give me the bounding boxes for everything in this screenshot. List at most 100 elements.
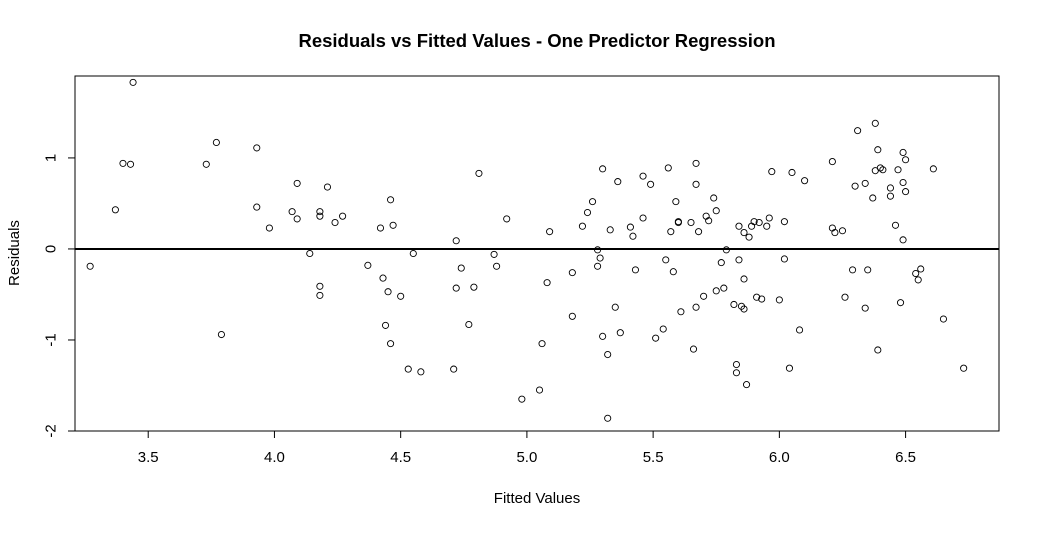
x-tick-label: 4.5	[390, 449, 411, 466]
data-point	[732, 369, 740, 377]
x-tick-label: 5.5	[643, 449, 664, 466]
data-point	[614, 178, 622, 186]
data-point	[677, 308, 685, 316]
x-tick-label: 3.5	[138, 449, 159, 466]
data-point	[712, 287, 720, 295]
data-point	[851, 182, 859, 190]
data-point	[568, 269, 576, 277]
data-point	[535, 386, 544, 394]
data-point	[879, 166, 887, 174]
data-point	[742, 381, 751, 389]
data-point	[755, 219, 763, 227]
data-point	[894, 166, 902, 174]
y-tick-label: 0	[43, 245, 60, 253]
data-point	[604, 350, 612, 359]
data-point	[740, 229, 748, 237]
data-point	[316, 282, 324, 290]
data-point	[780, 218, 788, 226]
data-point	[692, 303, 700, 311]
data-point	[841, 293, 849, 301]
y-axis-label: Residuals	[6, 220, 23, 286]
data-point	[765, 214, 773, 222]
data-point	[594, 246, 602, 254]
data-point	[364, 261, 372, 269]
data-point	[712, 207, 720, 215]
data-point	[631, 266, 640, 274]
data-point	[861, 304, 869, 312]
data-point	[404, 365, 412, 373]
data-point	[546, 228, 554, 236]
data-point	[606, 226, 614, 234]
data-point	[293, 215, 301, 223]
data-point	[831, 229, 839, 237]
data-point	[917, 265, 925, 273]
data-point	[578, 222, 586, 230]
data-point	[465, 320, 473, 329]
data-point	[331, 219, 339, 227]
data-point	[594, 262, 602, 270]
data-point	[339, 212, 347, 220]
data-point	[538, 340, 546, 348]
data-point	[316, 212, 324, 220]
data-point	[750, 218, 758, 226]
data-points	[86, 78, 968, 422]
x-tick-label: 6.5	[895, 449, 916, 466]
data-point	[389, 221, 397, 229]
data-point	[838, 227, 847, 235]
data-point	[669, 268, 677, 276]
data-point	[854, 127, 862, 135]
data-point	[705, 217, 713, 225]
y-tick-label: -2	[43, 424, 60, 437]
data-point	[293, 179, 301, 187]
data-point	[647, 180, 655, 188]
data-point	[801, 177, 809, 185]
data-point	[864, 266, 872, 274]
chart-title: Residuals vs Fitted Values - One Predict…	[298, 30, 775, 51]
data-point	[929, 165, 937, 173]
data-point	[384, 288, 392, 296]
data-point	[450, 365, 458, 373]
data-point	[695, 228, 703, 236]
data-point	[265, 224, 273, 232]
data-point	[253, 144, 261, 152]
data-point	[596, 254, 604, 262]
data-point	[763, 222, 771, 230]
data-point	[452, 237, 460, 245]
data-point	[490, 250, 498, 258]
data-point	[828, 158, 836, 166]
data-point	[687, 219, 695, 227]
data-point	[735, 222, 743, 230]
data-point	[899, 236, 907, 244]
data-point	[86, 262, 94, 270]
data-point	[452, 284, 460, 292]
data-point	[740, 275, 748, 283]
data-point	[376, 224, 385, 232]
data-point	[652, 334, 660, 342]
data-point	[409, 249, 417, 258]
data-point	[664, 164, 672, 172]
data-point	[912, 269, 920, 278]
data-point	[780, 255, 788, 263]
data-point	[899, 178, 907, 187]
x-tick-label: 5.0	[516, 449, 537, 466]
data-point	[768, 168, 776, 176]
data-point	[306, 249, 314, 258]
data-point	[720, 284, 728, 292]
y-tick-label: -1	[43, 333, 60, 346]
data-point	[323, 183, 332, 191]
data-point	[667, 228, 675, 236]
data-point	[775, 296, 783, 304]
data-point	[849, 266, 857, 274]
data-point	[202, 160, 210, 168]
x-tick-label: 6.0	[769, 449, 790, 466]
data-point	[381, 321, 390, 329]
data-point	[588, 198, 597, 206]
data-point	[217, 330, 225, 339]
data-point	[960, 364, 968, 372]
data-point	[543, 279, 551, 287]
data-point	[692, 159, 700, 167]
data-point	[672, 198, 680, 206]
data-point	[659, 325, 667, 333]
data-point	[583, 208, 592, 217]
